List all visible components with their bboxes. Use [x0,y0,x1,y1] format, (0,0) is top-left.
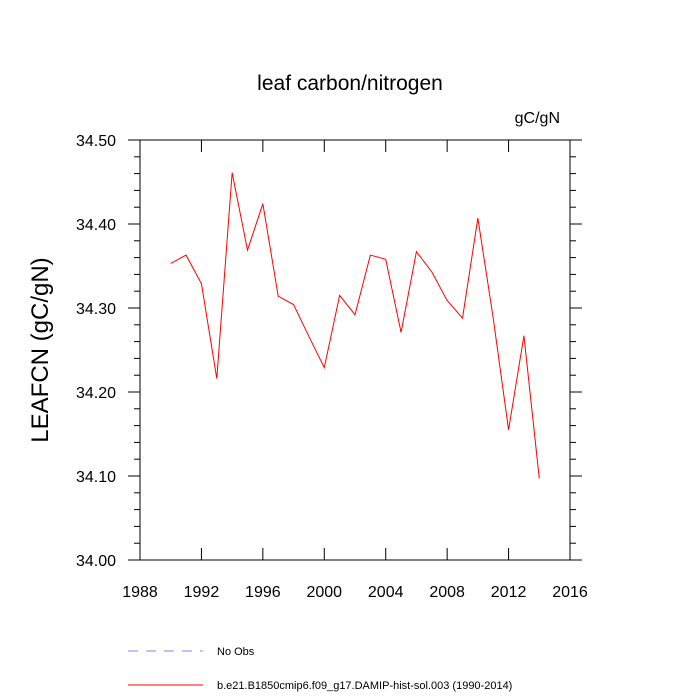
chart-title: leaf carbon/nitrogen [257,72,443,95]
legend: No Obs b.e21.B1850cmip6.f09_g17.DAMIP-his… [128,646,512,692]
data-point [476,217,479,220]
legend-label: b.e21.B1850cmip6.f09_g17.DAMIP-hist-sol.… [217,680,512,692]
y-axis-label: LEAFCN (gC/gN) [27,257,54,442]
data-point [507,428,510,431]
data-point [169,262,172,265]
y-tick-label: 34.10 [76,469,116,486]
x-tick-label: 1988 [122,584,158,601]
x-tick-label: 1992 [184,584,220,601]
series-layer [169,171,541,480]
data-point [461,317,464,320]
data-point [492,317,495,320]
data-point [538,477,541,480]
data-point [215,377,218,380]
data-point [185,254,188,257]
data-point [307,335,310,338]
data-point [261,202,264,205]
axis-ticks [128,139,582,561]
data-point [231,171,234,174]
data-point [415,250,418,253]
y-tick-label: 34.00 [76,553,116,570]
data-point [384,258,387,261]
data-point [323,366,326,369]
x-tick-label: 2000 [306,584,342,601]
y-tick-label: 34.40 [76,217,116,234]
units-label: gC/gN [515,110,560,127]
tick-labels: 1988 1992 1996 2000 2004 2008 2012 2016 34.00 34.… [76,133,588,601]
x-tick-label: 2004 [368,584,404,601]
plot-frame [139,139,571,561]
y-tick-label: 34.20 [76,385,116,402]
data-point [522,334,525,337]
data-point [277,295,280,298]
data-point [338,294,341,297]
y-tick-label: 34.30 [76,301,116,318]
x-tick-label: 2016 [552,584,588,601]
y-tick-label: 34.50 [76,133,116,150]
data-point [430,270,433,273]
data-point [200,282,203,285]
data-point [246,249,249,252]
data-point [354,313,357,316]
x-tick-label: 2012 [491,584,527,601]
data-point [446,299,449,302]
data-point [369,254,372,257]
x-tick-label: 1996 [245,584,281,601]
series-line [170,172,540,479]
legend-label: No Obs [217,646,255,658]
x-tick-label: 2008 [429,584,465,601]
data-point [400,331,403,334]
data-point [292,303,295,306]
